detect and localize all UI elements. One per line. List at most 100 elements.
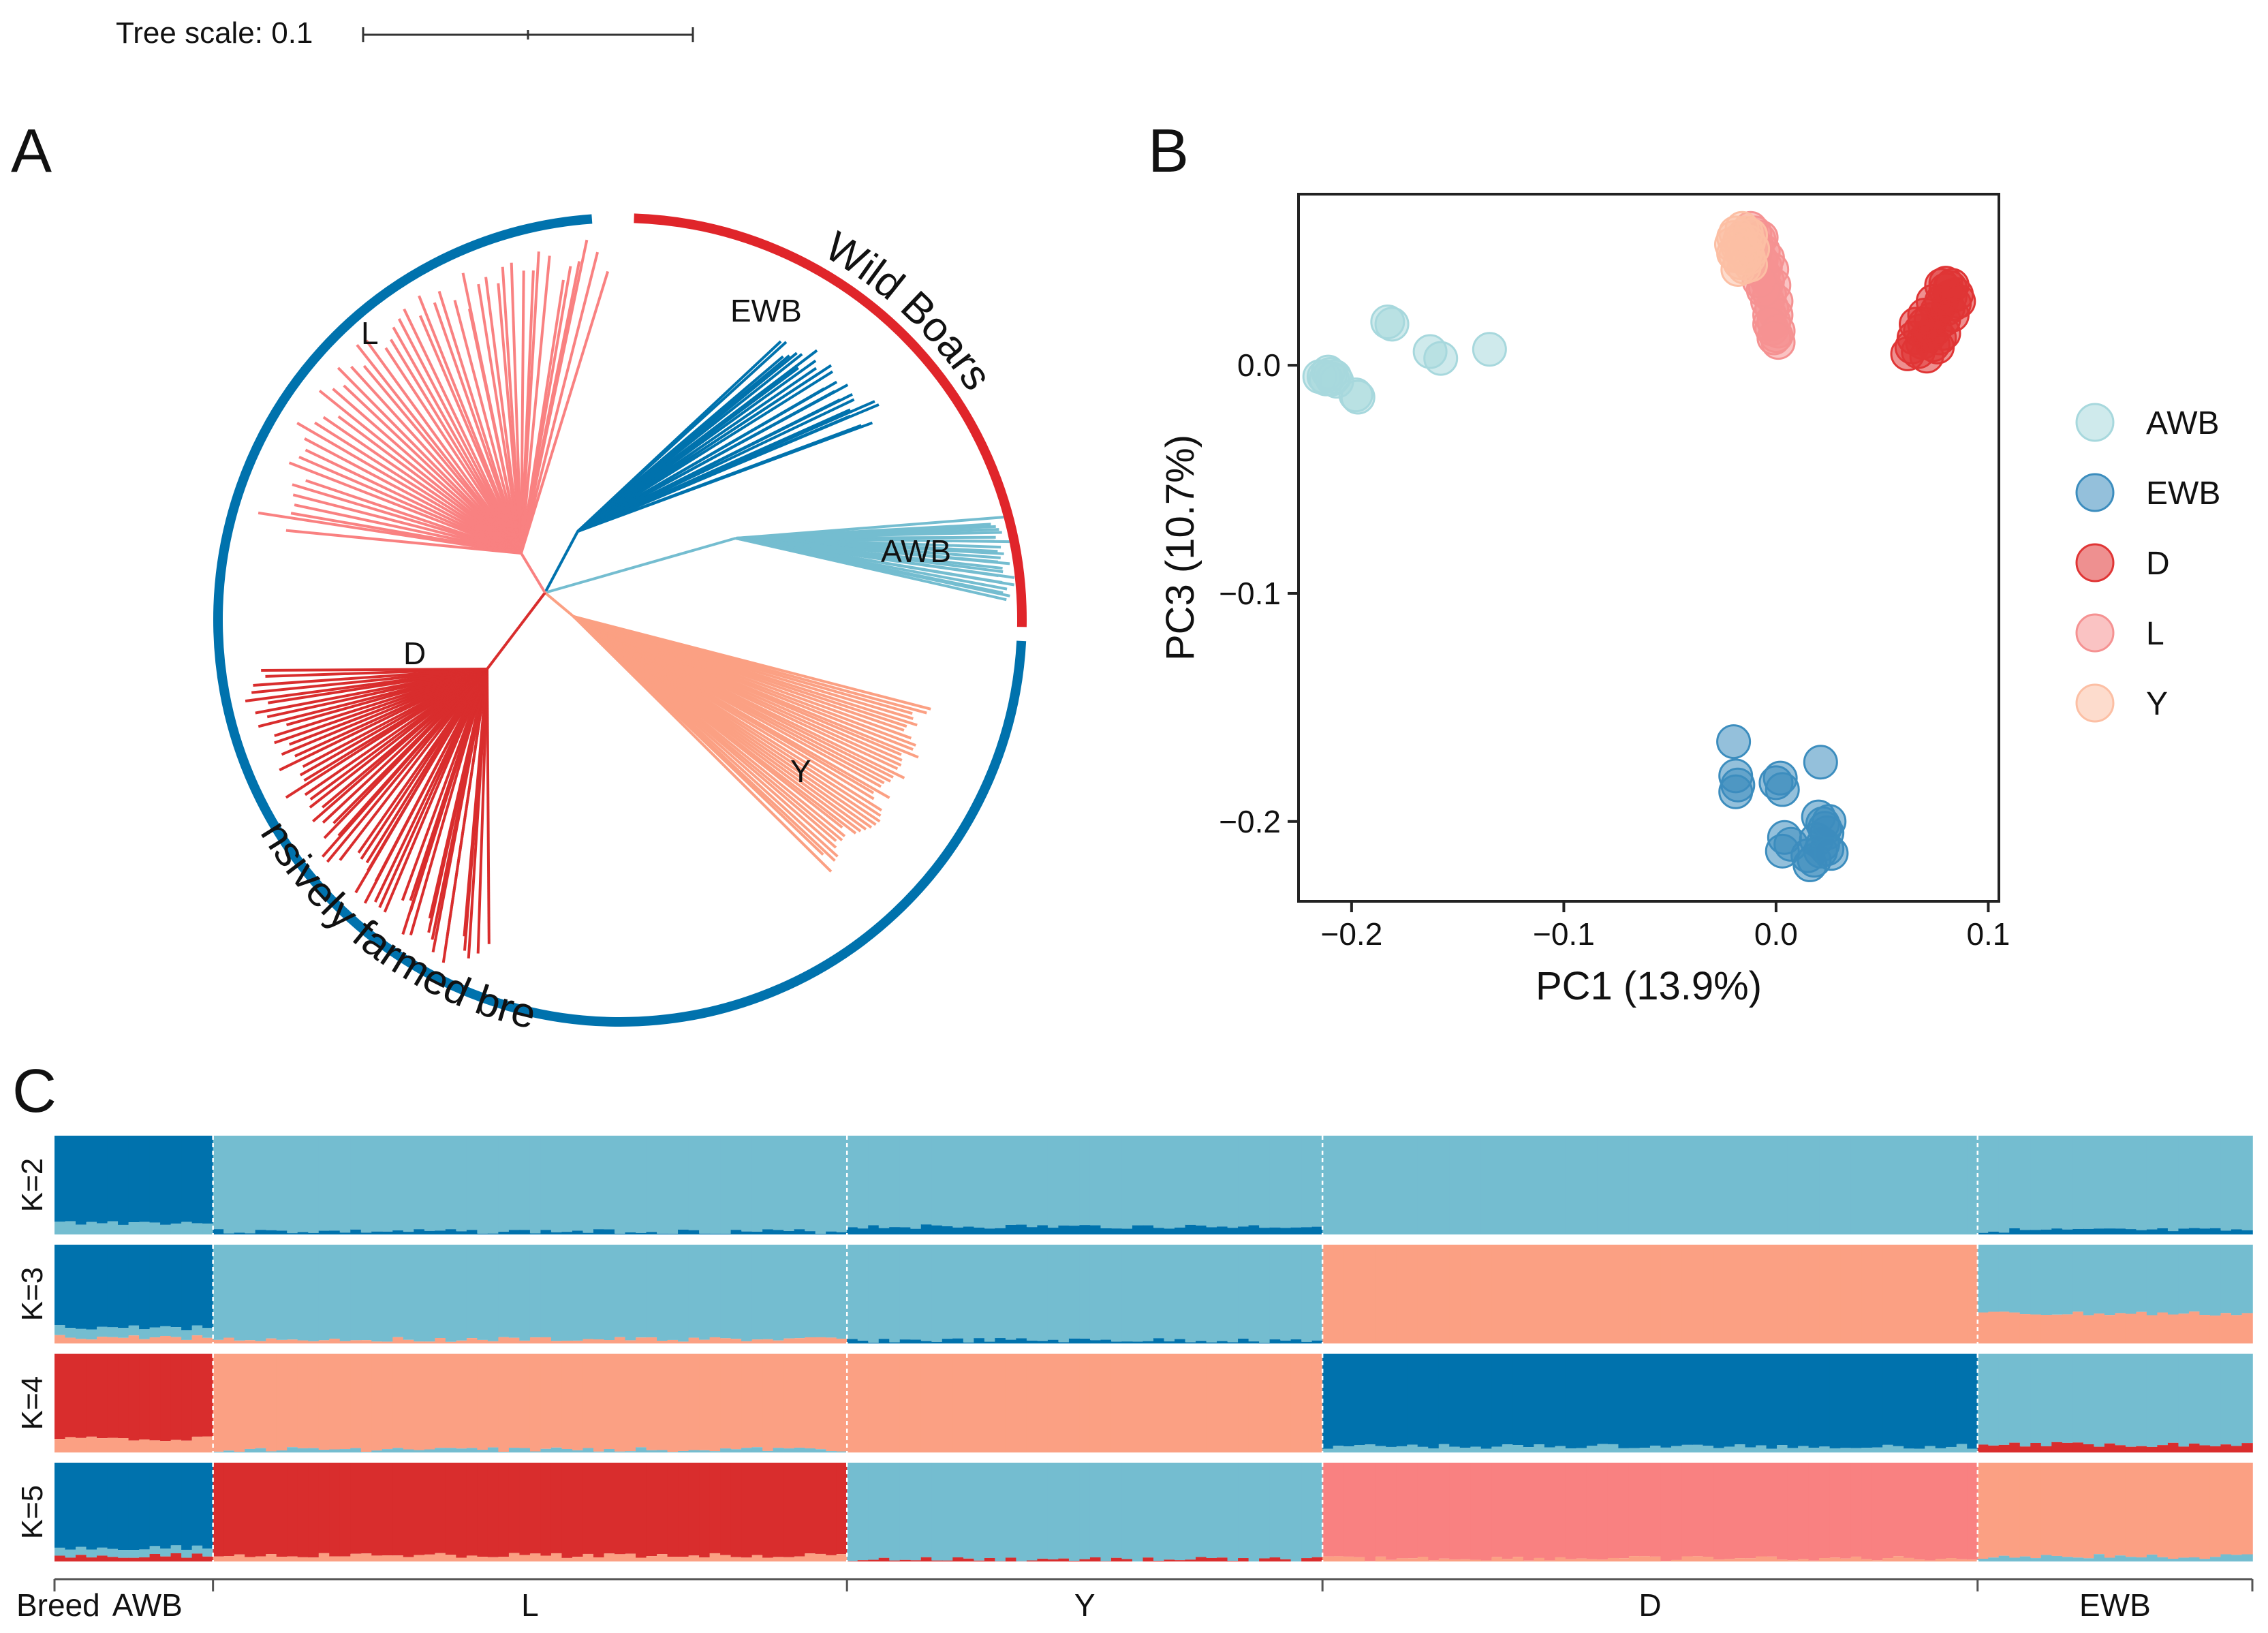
admixture-bar-segment — [76, 1224, 87, 1234]
admixture-bar-segment — [191, 1436, 203, 1452]
admixture-bar-segment — [2040, 1229, 2053, 1234]
admixture-bar-segment — [1175, 1339, 1186, 1343]
admixture-bar-segment — [773, 1245, 784, 1341]
admixture-bar-segment — [720, 1448, 732, 1452]
branch-tip-l — [305, 448, 522, 555]
admixture-bar-segment — [97, 1337, 108, 1343]
admixture-bar-segment — [1068, 1136, 1081, 1226]
branch-tip-l — [437, 290, 523, 554]
admixture-bar-segment — [2241, 1136, 2253, 1230]
branch-tip-l — [392, 326, 523, 554]
admixture-bar-segment — [920, 1557, 933, 1561]
admixture-bar-segment — [1280, 1559, 1292, 1561]
admixture-bar-segment — [1280, 1228, 1292, 1234]
admixture-bar-segment — [1925, 1446, 1936, 1452]
admixture-bar-segment — [1787, 1560, 1799, 1561]
admixture-bar-segment — [2125, 1245, 2137, 1314]
admixture-bar-segment — [1861, 1463, 1873, 1559]
branch-tip-d — [463, 668, 488, 937]
admixture-bar-segment — [2062, 1354, 2074, 1443]
admixture-bar-segment — [1005, 1463, 1017, 1558]
admixture-bar-segment — [107, 1337, 119, 1343]
admixture-bar-segment — [1649, 1136, 1662, 1234]
admixture-bar-segment — [1417, 1446, 1429, 1452]
admixture-bar-segment — [931, 1136, 943, 1226]
admixture-bar-segment — [245, 1557, 256, 1561]
admixture-bar-segment — [667, 1463, 679, 1557]
admixture-bar-segment — [2199, 1559, 2211, 1561]
admixture-bar-segment — [508, 1245, 521, 1338]
admixture-bar-segment — [435, 1354, 446, 1448]
admixture-bar-segment — [139, 1549, 151, 1557]
admixture-bar-segment — [1248, 1136, 1260, 1226]
admixture-bar-segment — [181, 1549, 193, 1558]
branch-tip-d — [337, 668, 488, 837]
admixture-bar-segment — [139, 1463, 151, 1550]
admixture-bar-segment — [1977, 1136, 1989, 1233]
admixture-bar-segment — [2030, 1463, 2042, 1559]
admixture-bar-segment — [1861, 1559, 1873, 1561]
admixture-bar-segment — [688, 1245, 700, 1338]
admixture-bar-segment — [107, 1327, 119, 1337]
admixture-bar-segment — [181, 1222, 193, 1234]
admixture-bar-segment — [392, 1463, 404, 1556]
admixture-bar-segment — [1217, 1463, 1228, 1558]
admixture-bar-segment — [181, 1136, 193, 1222]
admixture-bar-segment — [1660, 1245, 1672, 1343]
admixture-bar-segment — [2146, 1229, 2158, 1234]
admixture-bar-segment — [1343, 1463, 1355, 1557]
admixture-bar-segment — [762, 1229, 774, 1234]
admixture-bar-segment — [899, 1136, 912, 1228]
admixture-bar-segment — [826, 1451, 837, 1452]
admixture-bar-segment — [1586, 1354, 1598, 1446]
tree-branches — [245, 239, 1015, 963]
admixture-bar-segment — [276, 1354, 288, 1451]
admixture-bar-segment — [582, 1463, 594, 1554]
admixture-bar-segment — [1607, 1557, 1619, 1561]
admixture-bar-segment — [1333, 1556, 1344, 1561]
admixture-bar-segment — [245, 1245, 256, 1341]
admixture-bar-segment — [1882, 1444, 1894, 1452]
admixture-bar-segment — [751, 1136, 763, 1232]
admixture-bar-segment — [86, 1463, 97, 1550]
admixture-bar-segment — [1333, 1463, 1344, 1557]
admixture-bar-segment — [2178, 1446, 2190, 1452]
admixture-bar-segment — [202, 1328, 214, 1338]
admixture-bar-segment — [86, 1136, 97, 1222]
admixture-bar-segment — [213, 1245, 224, 1340]
admixture-bar-segment — [572, 1354, 584, 1450]
admixture-bar-segment — [529, 1463, 542, 1554]
admixture-bar-segment — [392, 1136, 404, 1231]
admixture-bar-segment — [2188, 1354, 2201, 1444]
admixture-bar-segment — [1016, 1354, 1027, 1452]
admixture-bar-segment — [2178, 1557, 2190, 1561]
admixture-bar-segment — [1798, 1559, 1809, 1561]
admixture-bar-segment — [1671, 1446, 1683, 1452]
admixture-bar-segment — [392, 1245, 404, 1337]
admixture-bar-segment — [2220, 1354, 2232, 1445]
admixture-bar-segment — [751, 1339, 763, 1343]
admixture-bar-segment — [149, 1440, 161, 1452]
admixture-bar-segment — [688, 1337, 700, 1343]
admixture-bar-segment — [1185, 1342, 1196, 1343]
admixture-bar-segment — [2094, 1446, 2105, 1452]
admixture-bar-segment — [1480, 1136, 1493, 1234]
admixture-bar-segment — [297, 1557, 309, 1561]
admixture-bar-segment — [709, 1463, 721, 1553]
branch-stem-ewb — [544, 531, 579, 593]
admixture-bar-segment — [910, 1245, 922, 1340]
branch-stem-d — [486, 591, 546, 670]
admixture-bar-segment — [615, 1337, 626, 1343]
admixture-bar-segment — [1639, 1136, 1651, 1234]
admixture-bar-segment — [128, 1550, 140, 1558]
admixture-bar-segment — [191, 1463, 203, 1546]
pca-x-tick-label: 0.1 — [1966, 916, 2010, 952]
admixture-bar-segment — [762, 1245, 774, 1339]
admixture-bar-segment — [414, 1450, 425, 1452]
admixture-bar-segment — [550, 1463, 563, 1553]
branch-tip-l — [403, 308, 523, 554]
admixture-bar-segment — [118, 1437, 129, 1452]
admixture-bar-segment — [2030, 1558, 2042, 1561]
admixture-bar-segment — [329, 1354, 341, 1450]
admixture-bar-segment — [1079, 1136, 1091, 1226]
